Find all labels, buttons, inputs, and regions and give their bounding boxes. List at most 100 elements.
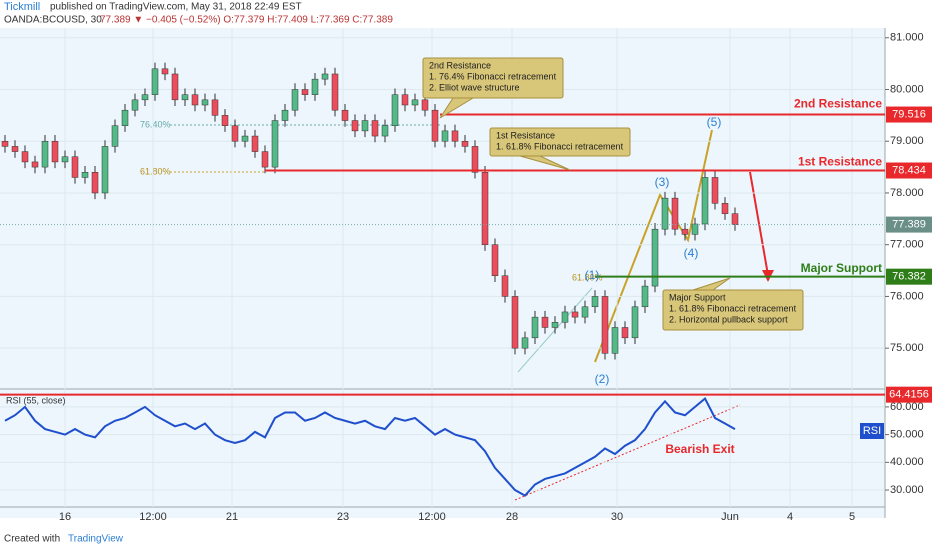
candle <box>351 120 359 132</box>
annotation-text: 2. Horizontal pullback support <box>669 314 788 324</box>
candle <box>461 140 469 147</box>
plot-area <box>0 28 885 518</box>
candle <box>361 120 369 132</box>
candle <box>281 109 289 121</box>
x-tick-label: 21 <box>226 511 238 523</box>
annotation-text: Major Support <box>669 292 726 302</box>
candle <box>511 296 519 349</box>
candle <box>271 120 279 168</box>
candle <box>191 94 199 106</box>
annotation-box <box>489 127 631 157</box>
candle <box>321 73 329 80</box>
bearish-arrow <box>749 171 769 276</box>
rsi-line <box>4 397 736 497</box>
rsi-level-value: 64.4156 <box>889 389 929 401</box>
candle <box>571 311 579 318</box>
candle <box>431 109 439 142</box>
y-tick-label: 79.000 <box>890 135 924 147</box>
candle <box>521 337 529 349</box>
rsi-level-box <box>886 386 932 403</box>
y-tick-label: 80.000 <box>890 83 924 95</box>
y-tick-label: 78.000 <box>890 187 924 199</box>
candle <box>371 120 379 137</box>
x-tick-label: 16 <box>59 511 71 523</box>
candle <box>141 94 149 101</box>
symbol: OANDA:BCOUSD, 30 <box>4 15 102 26</box>
level-value: 76.382 <box>892 271 926 283</box>
candle <box>651 228 659 287</box>
x-tick-label: 12:00 <box>139 511 167 523</box>
candle <box>241 135 249 142</box>
candle <box>541 316 549 328</box>
candle <box>611 327 619 354</box>
level-name: Major Support <box>801 261 882 275</box>
y-tick-label: 60.000 <box>890 401 924 413</box>
candle <box>301 89 309 95</box>
candle <box>201 99 209 106</box>
x-tick-label: 28 <box>506 511 518 523</box>
candle <box>591 296 599 308</box>
candle <box>341 109 349 121</box>
candle <box>1 140 9 147</box>
candle <box>451 130 459 142</box>
wave-label: (3) <box>655 175 670 189</box>
candle <box>171 73 179 101</box>
rsi-name: RSI (55, close) <box>6 395 66 405</box>
y-tick-label: 30.000 <box>890 484 924 496</box>
level-value: 79.516 <box>892 108 926 120</box>
y-tick-label: 77.000 <box>890 239 924 251</box>
candle <box>621 327 629 339</box>
candle <box>121 109 129 126</box>
candle <box>721 203 729 214</box>
wave-label: (5) <box>707 115 722 129</box>
candle <box>181 94 189 101</box>
candle <box>631 306 639 339</box>
candle <box>601 296 609 354</box>
candle <box>51 140 59 163</box>
candle <box>701 177 709 225</box>
wave-label: (2) <box>595 372 610 386</box>
candle <box>561 311 569 323</box>
footer-brand: TradingView <box>68 534 124 545</box>
rsi-legend-box <box>860 423 884 439</box>
candle <box>111 125 119 147</box>
candle <box>61 156 69 163</box>
candle <box>381 125 389 137</box>
wave-label: (1) <box>585 268 600 282</box>
candle <box>671 197 679 230</box>
rsi-trendline <box>514 404 741 501</box>
candle <box>151 68 159 95</box>
candle <box>161 68 169 75</box>
candle <box>91 172 99 194</box>
candle <box>391 94 399 126</box>
annotation-text: 1. 76.4% Fibonacci retracement <box>429 71 557 81</box>
candle <box>491 244 499 276</box>
candle <box>261 151 269 168</box>
x-tick-label: 12:00 <box>418 511 446 523</box>
y-tick-label: 50.000 <box>890 429 924 441</box>
annotation-box <box>422 57 564 99</box>
candle <box>421 99 429 111</box>
candle <box>581 306 589 318</box>
candle <box>331 73 339 111</box>
candle <box>211 99 219 116</box>
level-value-box <box>886 162 932 179</box>
x-tick-label: Jun <box>721 511 739 523</box>
level-value: 78.434 <box>892 164 926 176</box>
publisher[interactable]: Tickmill <box>4 1 40 13</box>
candle <box>31 161 39 168</box>
candle <box>501 275 509 297</box>
candle <box>231 125 239 142</box>
y-tick-label: 76.000 <box>890 290 924 302</box>
candle <box>481 172 489 245</box>
annotation-text: 1st Resistance <box>496 130 555 140</box>
y-tick-label: 40.000 <box>890 456 924 468</box>
candle <box>401 94 409 106</box>
footer-created: Created with <box>4 534 60 545</box>
rsi-annotation: Bearish Exit <box>665 442 734 456</box>
candle <box>41 140 49 168</box>
